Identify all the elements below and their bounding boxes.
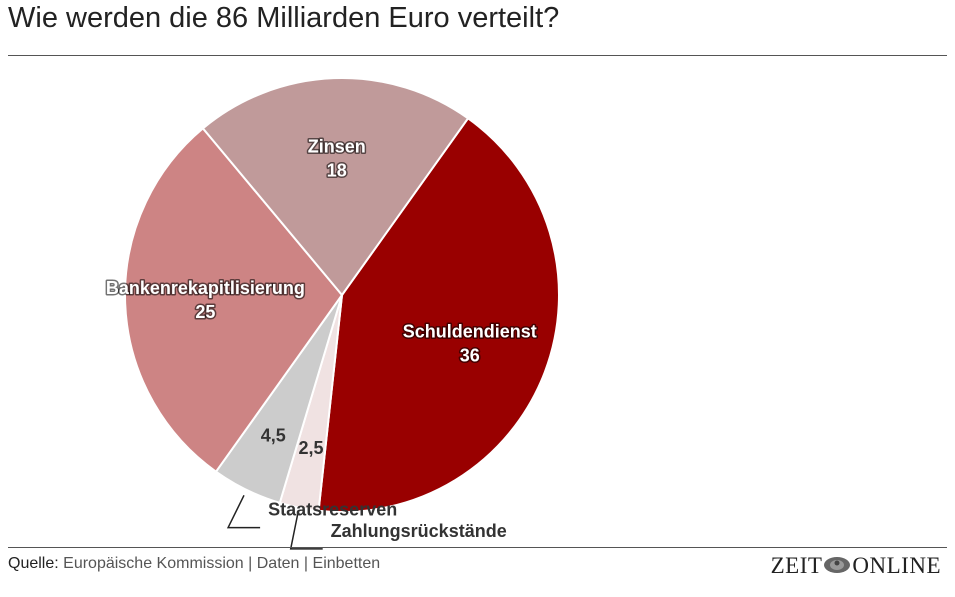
zeit-online-logo[interactable]: ZEIT ONLINE [771, 553, 941, 579]
slice-value-zahlungsrueckstaende: 2,5 [299, 438, 324, 458]
source-footer: Quelle: Europäische Kommission | Daten |… [8, 555, 380, 573]
leader-lines [226, 494, 323, 550]
slice-label-zahlungsrueckstaende: Zahlungsrückstände [331, 521, 507, 541]
slice-value-schuldendienst: 36 [460, 346, 480, 366]
pie-slice-schuldendienst[interactable] [317, 116, 560, 513]
source-link[interactable]: Europäische Kommission [63, 555, 244, 572]
slice-labels: Schuldendienst 36 2,5 Zahlungsrückstände 4,5… [104, 135, 538, 541]
pie-slice-zinsen[interactable] [201, 77, 470, 297]
chart-title: Wie werden die 86 Milliarden Euro vertei… [8, 2, 560, 34]
data-link[interactable]: Daten [256, 555, 300, 572]
slice-value-staatsreserven: 4,5 [261, 425, 286, 445]
top-divider [8, 55, 947, 56]
leader-line-staatsreserven [226, 494, 261, 529]
pie-slice-bankenrekapitlisierung[interactable] [124, 126, 344, 474]
logo-zeit-text: ZEIT [770, 553, 823, 578]
leader-line-zahlungsrueckstaende [289, 513, 323, 550]
bottom-divider [8, 547, 947, 548]
logo-online-text: ONLINE [852, 553, 941, 578]
slice-value-bankenrekapitlisierung: 25 [195, 302, 215, 322]
slice-label-bankenrekapitlisierung: Bankenrekapitlisierung [106, 278, 305, 298]
separator: | [303, 555, 309, 572]
embed-link[interactable]: Einbetten [312, 555, 381, 572]
slice-label-zinsen: Zinsen [308, 136, 366, 156]
source-label: Quelle: [8, 555, 59, 572]
slice-label-staatsreserven: Staatsreserven [268, 500, 397, 520]
slice-label-schuldendienst: Schuldendienst [403, 322, 537, 342]
eagle-emblem-icon [824, 557, 851, 573]
separator: | [248, 555, 253, 572]
pie-slices [124, 77, 560, 513]
slice-value-zinsen: 18 [327, 160, 347, 180]
